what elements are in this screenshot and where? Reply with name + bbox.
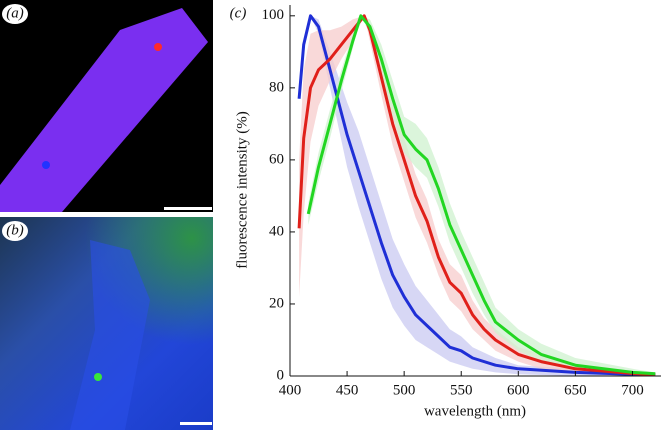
plot: 400 450 500 550 600 650 700 0 20 40 60 80 100 [262, 5, 661, 398]
x-tick-label: 650 [564, 382, 587, 398]
y-tick-label: 20 [269, 295, 284, 311]
spectrum-line [297, 14, 656, 377]
panel-label: (c) [230, 5, 247, 21]
x-tick-label: 700 [621, 382, 644, 398]
y-tick-label: 100 [262, 7, 285, 23]
panel-label: (a) [6, 5, 24, 21]
panel-b-image [0, 217, 213, 430]
x-tick-label: 550 [450, 382, 473, 398]
y-tick-label: 80 [269, 79, 284, 95]
x-tick-label: 600 [507, 382, 530, 398]
error-band [299, 15, 656, 377]
panel-a-image [0, 0, 213, 212]
y-tick-label: 40 [269, 223, 284, 239]
y-tick-label: 0 [277, 367, 285, 383]
y-tick-label: 60 [269, 151, 284, 167]
x-tick-label: 450 [336, 382, 359, 398]
panel-label: (b) [6, 222, 24, 238]
y-axis-label: fluorescence intensity (%) [234, 111, 250, 268]
label-bg [2, 4, 28, 24]
spectrum-line [297, 14, 656, 377]
spectrum-line [306, 14, 656, 376]
x-tick-label: 500 [393, 382, 416, 398]
x-axis-label: wavelength (nm) [424, 403, 526, 419]
x-tick-label: 400 [279, 382, 302, 398]
label-bg [2, 221, 28, 241]
